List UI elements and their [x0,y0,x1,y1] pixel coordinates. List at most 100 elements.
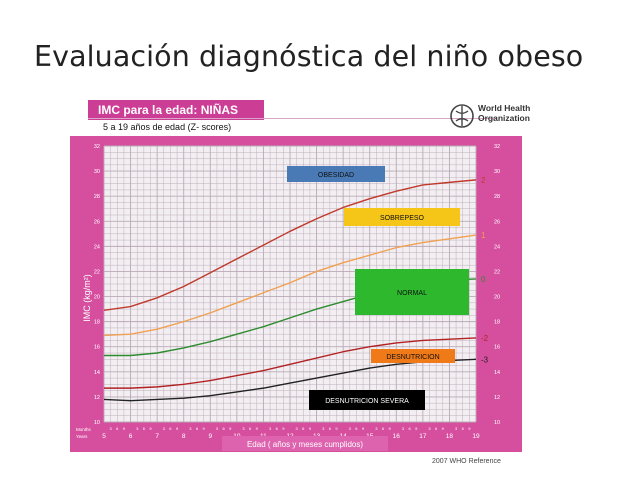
annotation-label: NORMAL [397,290,427,297]
x-month-tick-label: 6 [276,426,279,431]
x-month-tick-label: 9 [442,426,445,431]
who-logo-text: World Health Organization [478,103,558,123]
y-tick-label-left: 22 [94,269,100,275]
who-logo [450,104,474,128]
y-tick-label-right: 16 [494,345,500,351]
annotation-box [355,269,469,315]
x-axis-label: Edad ( años y meses cumplidos) [247,440,363,449]
who-globe-icon [450,104,474,128]
x-month-tick-label: 3 [110,426,113,431]
annotation-label: OBESIDAD [318,172,354,179]
y-tick-label-left: 28 [94,194,100,200]
x-month-tick-label: 3 [189,426,192,431]
series-line-z-2 [104,337,477,389]
x-axis-label-box [222,436,388,451]
header-rule [88,118,496,119]
x-month-tick-label: 6 [435,426,438,431]
x-month-tick-label: 9 [256,426,259,431]
y-tick-label-right: 18 [494,320,500,326]
x-month-tick-label: 6 [462,426,465,431]
x-month-tick-label: 9 [415,426,418,431]
x-month-tick-label: 3 [349,426,352,431]
y-tick-label-left: 12 [94,395,100,401]
x-month-tick-label: 9 [282,426,285,431]
x-tick-label: 9 [208,433,212,440]
x-month-tick-label: 9 [389,426,392,431]
x-tick-label: 19 [472,433,480,440]
x-tick-label: 6 [129,433,133,440]
x-month-tick-label: 3 [428,426,431,431]
y-tick-label-left: 32 [94,144,100,150]
y-tick-label-right: 20 [494,295,500,301]
x-month-tick-label: 9 [176,426,179,431]
annotation-label: SOBREPESO [380,215,425,222]
x-tick-label: 18 [446,433,454,440]
x-month-tick-label: 3 [296,426,299,431]
x-corner-label-years: Years [76,434,88,439]
x-month-tick-label: 3 [163,426,166,431]
x-tick-label: 7 [155,433,159,440]
x-month-tick-label: 9 [335,426,338,431]
y-tick-label-right: 22 [494,269,500,275]
y-tick-label-right: 26 [494,219,500,225]
x-tick-label: 8 [182,433,186,440]
annotation-box [287,166,385,182]
slide-title: Evaluación diagnóstica del niño obeso [34,40,584,73]
y-tick-label-right: 10 [494,420,500,426]
annotation-box [344,208,460,226]
series-label-z-3: -3 [481,355,489,364]
series-label-z0: 0 [481,275,486,284]
x-tick-label: 17 [419,433,427,440]
y-tick-label-right: 14 [494,370,500,376]
x-month-tick-label: 6 [408,426,411,431]
y-tick-label-left: 10 [94,420,100,426]
chart-subtitle: 5 a 19 años de edad (Z- scores) [103,122,232,132]
x-month-tick-label: 9 [229,426,232,431]
series-line-z2 [103,179,477,312]
y-tick-label-left: 18 [94,320,100,326]
x-month-tick-label: 9 [468,426,471,431]
x-month-tick-label: 6 [196,426,199,431]
reference-note: 2007 WHO Reference [432,458,501,465]
x-month-tick-label: 9 [203,426,206,431]
x-month-tick-label: 3 [269,426,272,431]
y-tick-label-right: 28 [494,194,500,200]
y-tick-label-right: 30 [494,169,500,175]
annotation-label: DESNUTRICION SEVERA [325,398,409,405]
x-month-tick-label: 6 [116,426,119,431]
x-month-tick-label: 6 [222,426,225,431]
y-tick-label-right: 12 [494,395,500,401]
y-tick-label-left: 16 [94,345,100,351]
x-month-tick-label: 3 [322,426,325,431]
x-month-tick-label: 9 [123,426,126,431]
y-axis-label: IMC (kg/m²) [82,274,92,322]
series-line-z1 [103,234,477,337]
y-tick-label-right: 32 [494,144,500,150]
y-tick-label-left: 14 [94,370,100,376]
x-month-tick-label: 6 [169,426,172,431]
y-tick-label-right: 24 [494,244,500,250]
y-tick-label-left: 30 [94,169,100,175]
logo-line-2: Organization [478,113,530,123]
annotation-box [309,390,425,410]
y-tick-label-left: 26 [94,219,100,225]
x-month-tick-label: 6 [382,426,385,431]
x-tick-label: 16 [393,433,401,440]
x-month-tick-label: 6 [143,426,146,431]
x-tick-label: 5 [102,433,106,440]
x-month-tick-label: 3 [242,426,245,431]
series-label-z-2: -2 [481,334,489,343]
x-month-tick-label: 9 [309,426,312,431]
x-month-tick-label: 9 [362,426,365,431]
x-month-tick-label: 3 [216,426,219,431]
x-month-tick-label: 3 [402,426,405,431]
x-month-tick-label: 6 [302,426,305,431]
chart-header-badge: IMC para la edad: NIÑAS [88,100,264,120]
annotation-label: DESNUTRICION [386,354,439,361]
series-label-z2: 2 [481,176,486,185]
x-month-tick-label: 3 [455,426,458,431]
x-month-tick-label: 6 [249,426,252,431]
x-month-tick-label: 6 [329,426,332,431]
x-month-tick-label: 3 [375,426,378,431]
